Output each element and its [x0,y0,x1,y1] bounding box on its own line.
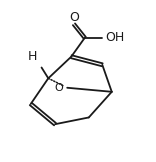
Text: H: H [27,50,37,63]
Text: O: O [54,83,63,93]
Text: O: O [69,11,79,24]
Text: OH: OH [105,31,124,44]
